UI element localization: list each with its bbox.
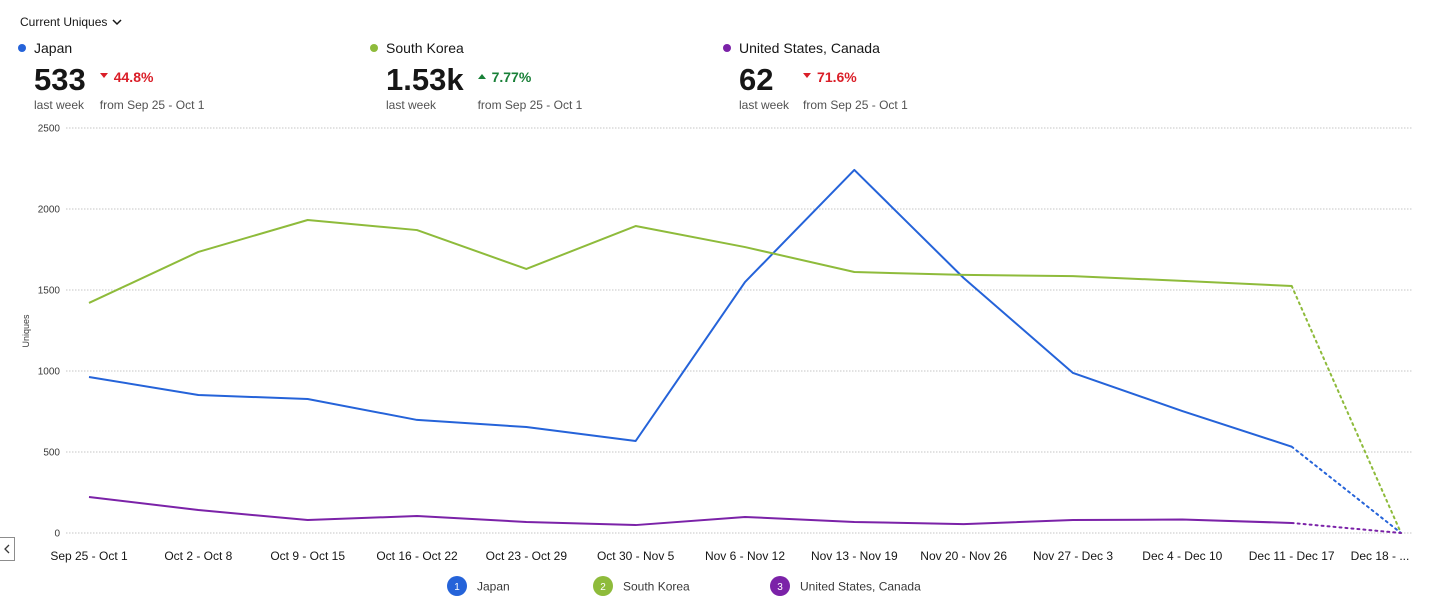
summary: Japan 533 last week 44.8% from Sep 25 - Oct … (18, 38, 1118, 118)
metric-value: 62 (739, 62, 774, 97)
x-tick-label: Nov 20 - Nov 26 (920, 549, 1007, 563)
change: 44.8% (99, 63, 205, 97)
metric-row: 533 last week 44.8% from Sep 25 - Oct 1 (34, 62, 205, 113)
x-tick-label: Dec 11 - Dec 17 (1249, 549, 1335, 563)
series-line-incomplete (1290, 445, 1402, 534)
x-tick-label: Nov 27 - Dec 3 (1033, 549, 1113, 563)
x-tick-label: Oct 9 - Oct 15 (270, 549, 345, 563)
metric-period: last week (386, 98, 437, 112)
legend-label: United States, Canada (800, 580, 921, 594)
comparison: from Sep 25 - Oct 1 (803, 98, 908, 112)
series-name: Japan (18, 38, 204, 58)
series-dot (18, 44, 26, 52)
arrow-shape (803, 73, 812, 78)
change-col: 7.77% from Sep 25 - Oct 1 (477, 63, 583, 112)
y-axis-label: Uniques (21, 314, 31, 348)
y-tick-label: 0 (54, 529, 60, 540)
metric-value: 533 (34, 62, 86, 97)
legend-number: 3 (777, 582, 783, 593)
legend-marker (447, 576, 467, 596)
comparison: from Sep 25 - Oct 1 (99, 98, 205, 112)
series-name: United States, Canada (723, 38, 908, 58)
series-line-incomplete (1290, 284, 1402, 534)
arrow-shape (99, 73, 108, 78)
series-line-incomplete (1290, 521, 1402, 534)
legend-number: 2 (600, 582, 606, 593)
series-name-text: United States, Canada (739, 40, 880, 56)
x-tick-label: Nov 6 - Nov 12 (705, 549, 785, 563)
series-line (88, 219, 1292, 304)
chevron-left-icon (4, 544, 10, 554)
change: 7.77% (477, 63, 583, 97)
scroll-left-button[interactable] (0, 537, 15, 561)
legend-item[interactable]: 3 United States, Canada (770, 576, 921, 596)
legend-item[interactable]: 2 South Korea (593, 576, 690, 596)
metric-col: 62 last week (739, 62, 790, 113)
comparison: from Sep 25 - Oct 1 (477, 98, 583, 112)
series-name-text: Japan (34, 40, 73, 56)
legend-marker (593, 576, 613, 596)
x-tick-label: Oct 23 - Oct 29 (486, 549, 568, 563)
change-col: 71.6% from Sep 25 - Oct 1 (803, 63, 908, 112)
dropdown-label: Current Uniques (20, 15, 108, 29)
up-arrow (477, 74, 486, 79)
metric-value: 1.53k (386, 62, 464, 97)
y-tick-label: 2500 (38, 124, 61, 135)
series-dot (723, 44, 731, 52)
series-line (88, 496, 1292, 527)
x-tick-label: Dec 4 - Dec 10 (1142, 549, 1222, 563)
x-tick-label: Sep 25 - Oct 1 (50, 549, 128, 563)
summary-card: South Korea 1.53k last week 7.77% from Sep 2… (370, 38, 582, 112)
summary-card: United States, Canada 62 last week 71.6% fro… (723, 38, 908, 112)
change-value: 71.6% (817, 69, 857, 85)
metric-period: last week (34, 98, 85, 112)
series-name: South Korea (370, 38, 582, 58)
x-tick-label: Oct 16 - Oct 22 (376, 549, 458, 563)
arrow-shape (477, 74, 486, 79)
y-tick-label: 500 (43, 448, 60, 459)
down-arrow (803, 73, 812, 78)
x-tick-label: Dec 18 - ... (1351, 549, 1410, 563)
metric-col: 533 last week (34, 62, 86, 113)
metric-period: last week (739, 98, 790, 112)
y-tick-label: 1000 (38, 367, 61, 378)
series-dot (370, 44, 378, 52)
legend-label: Japan (477, 580, 510, 594)
x-tick-label: Oct 30 - Nov 5 (597, 549, 675, 563)
x-tick-label: Nov 13 - Nov 19 (811, 549, 898, 563)
y-tick-label: 1500 (38, 286, 61, 297)
summary-card: Japan 533 last week 44.8% from Sep 25 - Oct … (18, 38, 204, 112)
series-line (88, 168, 1292, 448)
metric-row: 1.53k last week 7.77% from Sep 25 - Oct 1 (386, 62, 583, 113)
change-value: 44.8% (113, 69, 154, 85)
change-col: 44.8% from Sep 25 - Oct 1 (99, 63, 205, 112)
x-tick-label: Oct 2 - Oct 8 (164, 549, 232, 563)
legend-number: 1 (454, 582, 460, 593)
chevron-icon (112, 18, 122, 25)
legend-marker (770, 576, 790, 596)
metric-row: 62 last week 71.6% from Sep 25 - Oct 1 (739, 62, 908, 113)
legend-item[interactable]: 1 Japan (447, 576, 510, 596)
down-arrow (99, 73, 108, 78)
y-tick-label: 2000 (38, 205, 61, 216)
change: 71.6% (803, 63, 908, 97)
metric-dropdown[interactable]: Current Uniques (20, 15, 122, 29)
legend-label: South Korea (623, 580, 690, 594)
change-value: 7.77% (491, 69, 532, 85)
metric-col: 1.53k last week (386, 62, 464, 113)
series-name-text: South Korea (386, 40, 464, 56)
